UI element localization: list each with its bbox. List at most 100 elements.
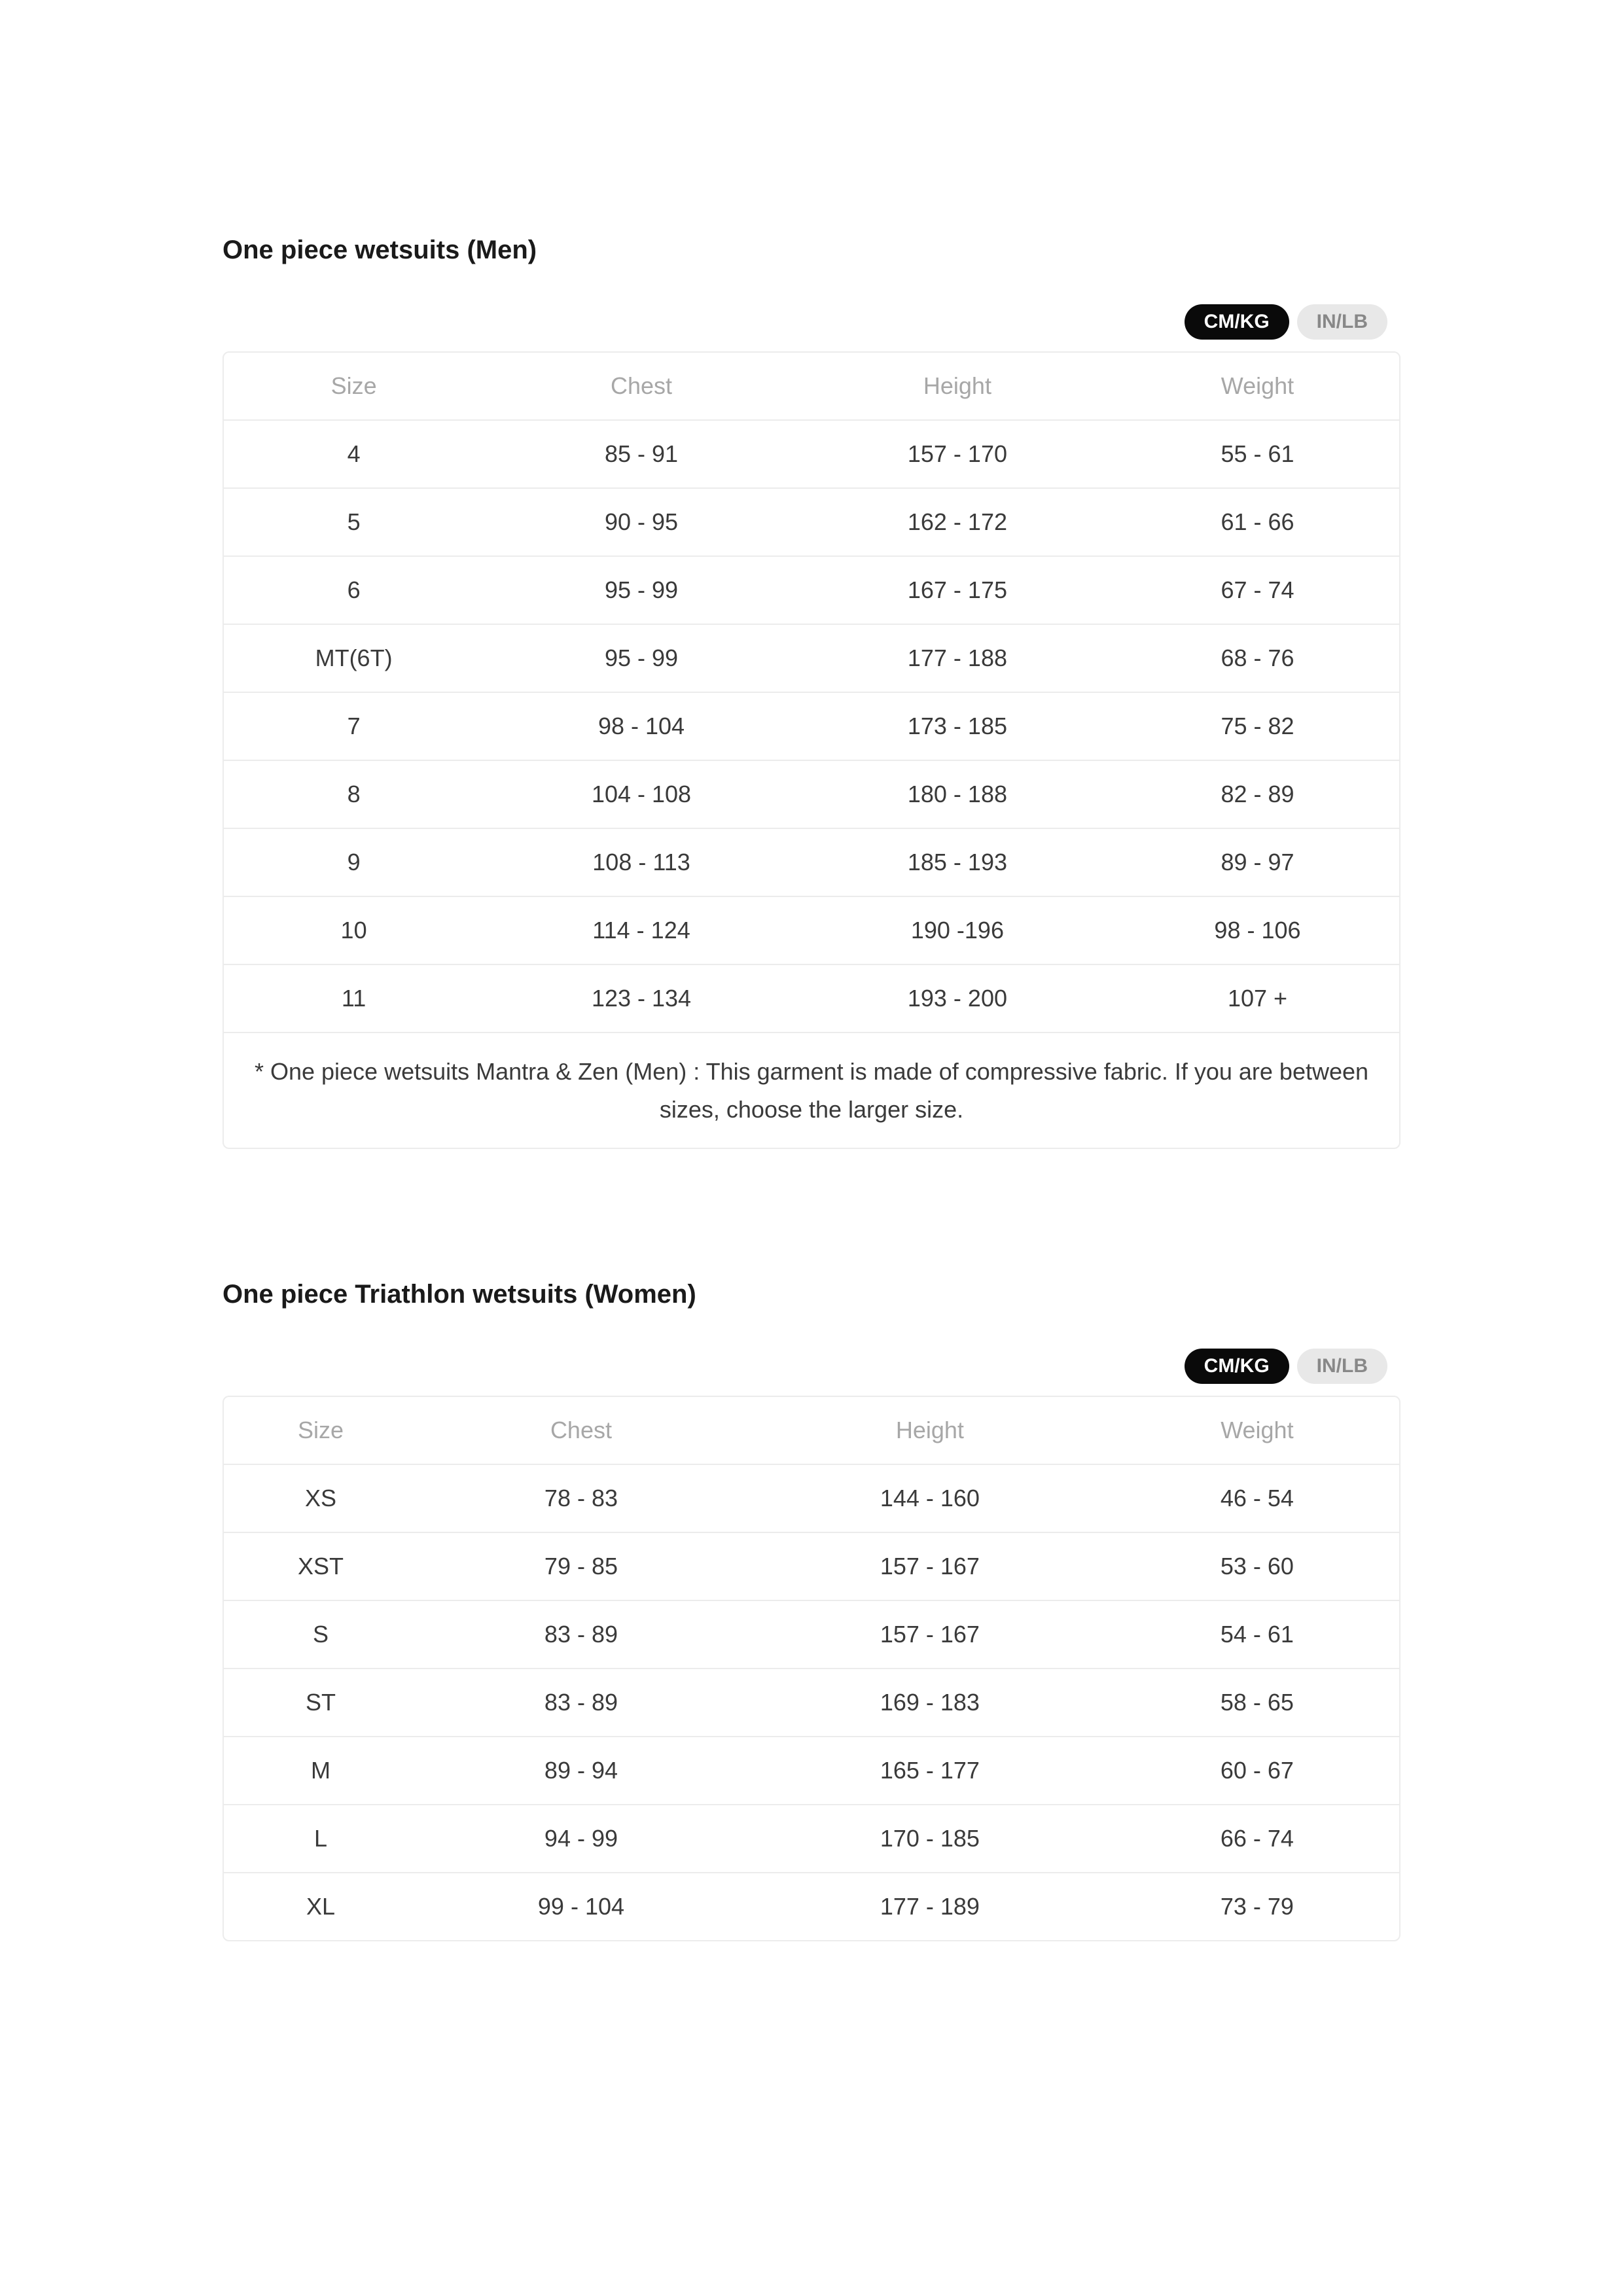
- section-title-men: One piece wetsuits (Men): [223, 236, 1400, 265]
- table-row: 695 - 99167 - 17567 - 74: [224, 556, 1399, 624]
- cell: 67 - 74: [1116, 556, 1399, 624]
- cell: 54 - 61: [1115, 1600, 1399, 1669]
- cell: 55 - 61: [1116, 420, 1399, 488]
- cell: 94 - 99: [418, 1805, 745, 1873]
- cell: 68 - 76: [1116, 624, 1399, 692]
- col-chest: Chest: [484, 353, 799, 420]
- col-weight: Weight: [1116, 353, 1399, 420]
- cell: 193 - 200: [799, 964, 1116, 1033]
- cell: 98 - 104: [484, 692, 799, 760]
- cell: 83 - 89: [418, 1600, 745, 1669]
- col-size: Size: [224, 353, 484, 420]
- cell: 82 - 89: [1116, 760, 1399, 828]
- cell: 85 - 91: [484, 420, 799, 488]
- cell: 6: [224, 556, 484, 624]
- table-row: MT(6T)95 - 99177 - 18868 - 76: [224, 624, 1399, 692]
- cell: 66 - 74: [1115, 1805, 1399, 1873]
- table-row: 485 - 91157 - 17055 - 61: [224, 420, 1399, 488]
- cell: 123 - 134: [484, 964, 799, 1033]
- cell: 83 - 89: [418, 1669, 745, 1737]
- cell: 58 - 65: [1115, 1669, 1399, 1737]
- unit-toggle-cmkg-women[interactable]: CM/KG: [1185, 1349, 1289, 1384]
- cell: 98 - 106: [1116, 896, 1399, 964]
- cell: 108 - 113: [484, 828, 799, 896]
- cell: S: [224, 1600, 418, 1669]
- table-row: ST83 - 89169 - 18358 - 65: [224, 1669, 1399, 1737]
- table-row: XS78 - 83144 - 16046 - 54: [224, 1464, 1399, 1532]
- table-card-women: Size Chest Height Weight XS78 - 83144 - …: [223, 1396, 1400, 1941]
- table-row: S83 - 89157 - 16754 - 61: [224, 1600, 1399, 1669]
- cell: 7: [224, 692, 484, 760]
- table-row: 10114 - 124190 -19698 - 106: [224, 896, 1399, 964]
- col-size: Size: [224, 1397, 418, 1464]
- cell: M: [224, 1737, 418, 1805]
- cell: 4: [224, 420, 484, 488]
- col-weight: Weight: [1115, 1397, 1399, 1464]
- size-table-men: Size Chest Height Weight 485 - 91157 - 1…: [224, 353, 1399, 1148]
- cell: 90 - 95: [484, 488, 799, 556]
- cell: 99 - 104: [418, 1873, 745, 1940]
- table-row: 798 - 104173 - 18575 - 82: [224, 692, 1399, 760]
- cell: 107 +: [1116, 964, 1399, 1033]
- cell: ST: [224, 1669, 418, 1737]
- cell: MT(6T): [224, 624, 484, 692]
- table-row: 8104 - 108180 - 18882 - 89: [224, 760, 1399, 828]
- cell: 177 - 189: [745, 1873, 1115, 1940]
- cell: 185 - 193: [799, 828, 1116, 896]
- size-table-women: Size Chest Height Weight XS78 - 83144 - …: [224, 1397, 1399, 1940]
- table-card-men: Size Chest Height Weight 485 - 91157 - 1…: [223, 351, 1400, 1149]
- table-row: XST79 - 85157 - 16753 - 60: [224, 1532, 1399, 1600]
- cell: 9: [224, 828, 484, 896]
- page: One piece wetsuits (Men) CM/KG IN/LB Siz…: [0, 0, 1623, 1941]
- cell: 170 - 185: [745, 1805, 1115, 1873]
- cell: 180 - 188: [799, 760, 1116, 828]
- cell: 95 - 99: [484, 556, 799, 624]
- cell: 114 - 124: [484, 896, 799, 964]
- section-women: One piece Triathlon wetsuits (Women) CM/…: [223, 1280, 1400, 1941]
- unit-toggle-row-women: CM/KG IN/LB: [223, 1349, 1400, 1384]
- unit-toggle-inlb-women[interactable]: IN/LB: [1297, 1349, 1387, 1384]
- cell: XS: [224, 1464, 418, 1532]
- section-men: One piece wetsuits (Men) CM/KG IN/LB Siz…: [223, 236, 1400, 1149]
- cell: 73 - 79: [1115, 1873, 1399, 1940]
- cell: 162 - 172: [799, 488, 1116, 556]
- unit-toggle-cmkg-men[interactable]: CM/KG: [1185, 304, 1289, 340]
- cell: 167 - 175: [799, 556, 1116, 624]
- table-row: XL99 - 104177 - 18973 - 79: [224, 1873, 1399, 1940]
- table-row: 11123 - 134193 - 200107 +: [224, 964, 1399, 1033]
- table-row: 9108 - 113185 - 19389 - 97: [224, 828, 1399, 896]
- cell: 11: [224, 964, 484, 1033]
- col-height: Height: [745, 1397, 1115, 1464]
- section-title-women: One piece Triathlon wetsuits (Women): [223, 1280, 1400, 1309]
- cell: 173 - 185: [799, 692, 1116, 760]
- table-footnote-row: * One piece wetsuits Mantra & Zen (Men) …: [224, 1033, 1399, 1148]
- cell: 144 - 160: [745, 1464, 1115, 1532]
- table-footnote: * One piece wetsuits Mantra & Zen (Men) …: [224, 1033, 1399, 1148]
- table-header-row: Size Chest Height Weight: [224, 353, 1399, 420]
- cell: XL: [224, 1873, 418, 1940]
- cell: 95 - 99: [484, 624, 799, 692]
- col-chest: Chest: [418, 1397, 745, 1464]
- cell: L: [224, 1805, 418, 1873]
- table-row: 590 - 95162 - 17261 - 66: [224, 488, 1399, 556]
- cell: 79 - 85: [418, 1532, 745, 1600]
- table-row: M89 - 94165 - 17760 - 67: [224, 1737, 1399, 1805]
- cell: 10: [224, 896, 484, 964]
- cell: XST: [224, 1532, 418, 1600]
- cell: 169 - 183: [745, 1669, 1115, 1737]
- cell: 78 - 83: [418, 1464, 745, 1532]
- cell: 104 - 108: [484, 760, 799, 828]
- unit-toggle-inlb-men[interactable]: IN/LB: [1297, 304, 1387, 340]
- cell: 60 - 67: [1115, 1737, 1399, 1805]
- cell: 8: [224, 760, 484, 828]
- cell: 89 - 97: [1116, 828, 1399, 896]
- cell: 157 - 170: [799, 420, 1116, 488]
- cell: 5: [224, 488, 484, 556]
- cell: 177 - 188: [799, 624, 1116, 692]
- cell: 75 - 82: [1116, 692, 1399, 760]
- cell: 190 -196: [799, 896, 1116, 964]
- cell: 53 - 60: [1115, 1532, 1399, 1600]
- cell: 165 - 177: [745, 1737, 1115, 1805]
- table-row: L94 - 99170 - 18566 - 74: [224, 1805, 1399, 1873]
- cell: 61 - 66: [1116, 488, 1399, 556]
